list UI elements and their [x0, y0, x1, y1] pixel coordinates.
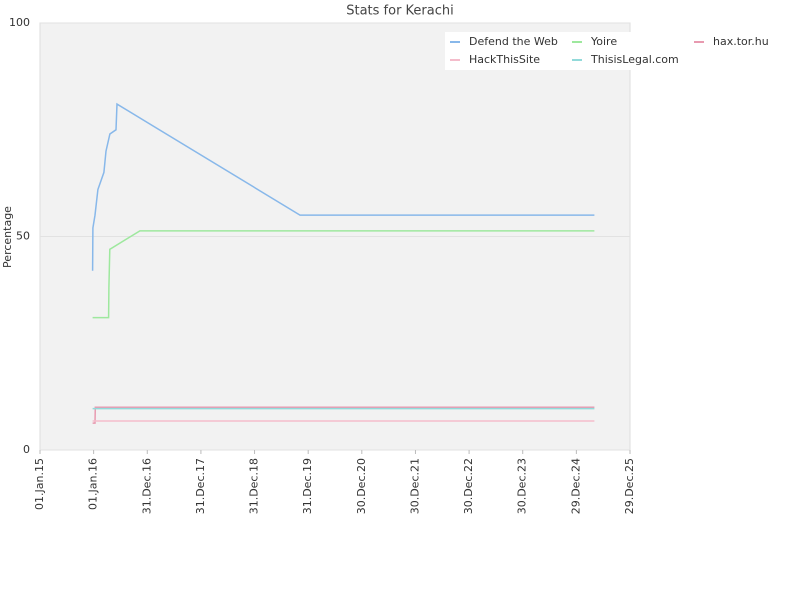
series-line	[92, 406, 595, 424]
y-axis-label: Percentage	[1, 206, 14, 268]
x-tick-label: 30.Dec.20	[355, 458, 368, 514]
x-tick-label: 30.Dec.22	[462, 458, 475, 514]
legend-label: HackThisSite	[469, 53, 540, 66]
x-tick-label: 29.Dec.25	[623, 458, 636, 514]
x-tick-label: 31.Dec.18	[248, 458, 261, 514]
x-tick-label: 31.Dec.17	[194, 458, 207, 514]
y-tick-label: 100	[9, 16, 30, 29]
series-line	[91, 102, 595, 271]
y-tick-label: 0	[23, 443, 30, 456]
x-tick-label: 29.Dec.24	[569, 458, 582, 514]
x-tick-label: 31.Dec.16	[140, 458, 153, 514]
chart-title: Stats for Kerachi	[346, 4, 454, 19]
legend-label: hax.tor.hu	[713, 35, 769, 48]
x-tick-label: 01.Jan.16	[87, 458, 100, 510]
x-tick-label: 31.Dec.19	[301, 458, 314, 514]
legend-label: Defend the Web	[469, 35, 558, 48]
legend	[445, 32, 635, 70]
legend-label: ThisisLegal.com	[590, 53, 679, 66]
x-tick-label: 30.Dec.23	[516, 458, 529, 514]
x-tick-label: 30.Dec.21	[408, 458, 421, 514]
legend-label: Yoire	[590, 35, 617, 48]
series-line	[92, 230, 595, 319]
x-tick-label: 01.Jan.15	[33, 458, 46, 510]
y-tick-label: 50	[16, 230, 30, 243]
